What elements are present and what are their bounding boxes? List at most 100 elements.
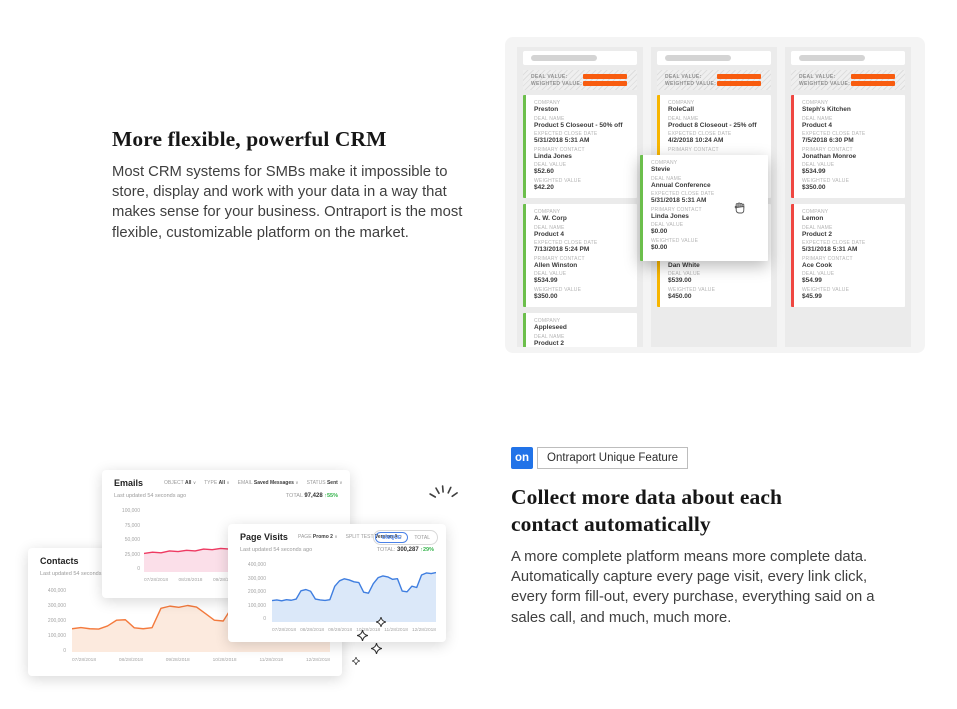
- x-tick: 07/28/2018: [72, 658, 97, 663]
- field-value: $0.00: [651, 228, 668, 235]
- y-tick: 200,000: [247, 589, 266, 595]
- chevron-down-icon: ∨: [295, 480, 299, 485]
- deal-card[interactable]: COMPANY Steph's Kitchen DEAL NAME Product 4…: [791, 95, 905, 198]
- y-axis: 100,000 75,000 50,000 25,000 0: [108, 508, 140, 572]
- sparkle-icon: [371, 643, 382, 654]
- unique-toggle-button[interactable]: UNIQUE: [374, 532, 409, 543]
- field-value: 5/31/2018 5:31 AM: [534, 137, 590, 144]
- field-label: DEAL NAME: [651, 175, 682, 182]
- sparkle-icon: [357, 630, 368, 641]
- sparkle-icon: [352, 657, 360, 665]
- object-filter[interactable]: OBJECT All ∨: [164, 480, 197, 486]
- crm-section: More flexible, powerful CRM Most CRM sys…: [112, 126, 464, 243]
- unique-total-toggle: UNIQUE TOTAL: [372, 530, 438, 545]
- x-tick: 11/28/2018: [384, 628, 408, 633]
- crm-heading: More flexible, powerful CRM: [112, 127, 387, 151]
- burst-icon: [429, 485, 458, 498]
- field-value: Annual Conference: [651, 181, 711, 189]
- value-bar: [717, 80, 761, 87]
- field-value: 7/5/2018 6:30 PM: [802, 137, 854, 144]
- deal-card[interactable]: COMPANY Preston DEAL NAME Product 5 Closeou…: [523, 95, 637, 198]
- y-tick: 200,000: [47, 618, 66, 624]
- y-tick: 0: [263, 616, 266, 622]
- crm-board-screenshot: DEAL VALUE: WEIGHTED VALUE: COMPANY Preston…: [505, 37, 925, 353]
- deal-card[interactable]: COMPANY A. W. Corp DEAL NAME Product 4 EXPEC…: [523, 204, 637, 307]
- deal-value-label: DEAL VALUE:: [799, 73, 836, 80]
- field-value: RoleCall: [668, 106, 695, 113]
- email-filter[interactable]: EMAIL Saved Messages ∨: [237, 480, 299, 486]
- x-tick: 09/28/2018: [165, 658, 190, 663]
- y-tick: 400,000: [247, 562, 266, 568]
- y-tick: 300,000: [247, 575, 266, 582]
- field-value: $534.99: [534, 277, 558, 284]
- collect-heading: Collect more data about each contact aut…: [511, 485, 783, 536]
- y-axis: 400,000 300,000 200,000 100,000 0: [234, 562, 266, 622]
- summary-row: DEAL VALUE:: [799, 73, 899, 80]
- deal-card[interactable]: COMPANY Stevie DEAL NAME Annual Conference E…: [640, 155, 768, 261]
- field-value: Product 4: [802, 121, 832, 129]
- field-value: Ace Cook: [802, 261, 832, 269]
- x-tick: 09/28/2018: [212, 578, 237, 583]
- field-label: DEAL VALUE: [668, 271, 701, 277]
- field-value: Product 5 Closeout - 50% off: [534, 121, 623, 129]
- field-label: COMPANY: [668, 100, 695, 106]
- field-label: DEAL NAME: [534, 333, 565, 340]
- field-label: DEAL VALUE: [534, 162, 567, 168]
- column-title-placeholder: [665, 55, 732, 61]
- field-label: DEAL NAME: [534, 224, 565, 231]
- x-tick: 12/28/2018: [411, 628, 436, 633]
- field-label: DEAL NAME: [802, 224, 833, 231]
- field-label: WEIGHTED VALUE: [534, 286, 582, 293]
- badge-label: Ontraport Unique Feature: [537, 447, 689, 469]
- chart-title: Emails: [114, 478, 144, 488]
- total-toggle-button[interactable]: TOTAL: [414, 534, 430, 541]
- y-tick: 0: [137, 566, 140, 572]
- field-label: COMPANY: [802, 209, 829, 215]
- x-tick: 08/28/2018: [178, 578, 203, 583]
- chevron-down-icon: ∨: [192, 480, 197, 485]
- field-label: WEIGHTED VALUE: [651, 237, 699, 244]
- field-label: DEAL VALUE: [651, 222, 684, 228]
- chart-title: Contacts: [40, 556, 79, 566]
- column-summary: DEAL VALUE: WEIGHTED VALUE:: [791, 70, 905, 90]
- summary-row: WEIGHTED VALUE:: [799, 80, 899, 87]
- field-value: $539.00: [668, 277, 692, 284]
- field-label: COMPANY: [534, 209, 561, 215]
- field-value: A. W. Corp: [534, 215, 567, 222]
- field-label: PRIMARY CONTACT: [534, 255, 585, 262]
- value-bar: [851, 73, 895, 80]
- column-title-placeholder: [799, 55, 866, 61]
- field-label: DEAL NAME: [668, 115, 699, 122]
- field-value: 5/31/2018 5:31 AM: [651, 197, 707, 204]
- crm-body: Most CRM systems for SMBs make it imposs…: [112, 164, 463, 241]
- deal-card[interactable]: COMPANY Lemon DEAL NAME Product 2 EXPECTED C…: [791, 204, 905, 307]
- x-tick: 08/28/2018: [300, 628, 325, 633]
- chart-subtitle: Last updated 54 seconds ago: [114, 493, 187, 499]
- weighted-value-label: WEIGHTED VALUE:: [665, 80, 717, 87]
- field-label: DEAL VALUE: [802, 271, 835, 277]
- field-value: Jonathan Monroe: [802, 152, 857, 160]
- y-tick: 300,000: [47, 603, 66, 609]
- summary-row: WEIGHTED VALUE:: [531, 80, 631, 87]
- field-label: EXPECTED CLOSE DATE: [802, 240, 866, 246]
- kanban-column-3: DEAL VALUE: WEIGHTED VALUE: COMPANY Steph's…: [785, 47, 911, 347]
- dragged-deal-card[interactable]: COMPANY Stevie DEAL NAME Annual Conference E…: [640, 155, 768, 261]
- chart-subtitle: Last updated 54 seconds ago: [40, 571, 113, 577]
- ontraport-logo: on: [511, 447, 533, 469]
- field-value: Lemon: [802, 215, 824, 222]
- x-tick: 07/28/2018: [144, 578, 169, 583]
- status-filter[interactable]: STATUS Sent ∨: [306, 480, 343, 486]
- field-value: $0.00: [651, 243, 668, 251]
- field-value: Product 2: [802, 230, 832, 238]
- page-filter[interactable]: PAGE Promo 2 ∨: [298, 534, 338, 540]
- field-value: $52.60: [534, 168, 554, 175]
- type-filter[interactable]: TYPE All ∨: [204, 480, 230, 486]
- field-label: PRIMARY CONTACT: [668, 146, 719, 153]
- y-tick: 400,000: [47, 588, 66, 594]
- chevron-down-icon: ∨: [339, 480, 343, 485]
- field-label: EXPECTED CLOSE DATE: [534, 131, 598, 137]
- column-header: [657, 51, 771, 65]
